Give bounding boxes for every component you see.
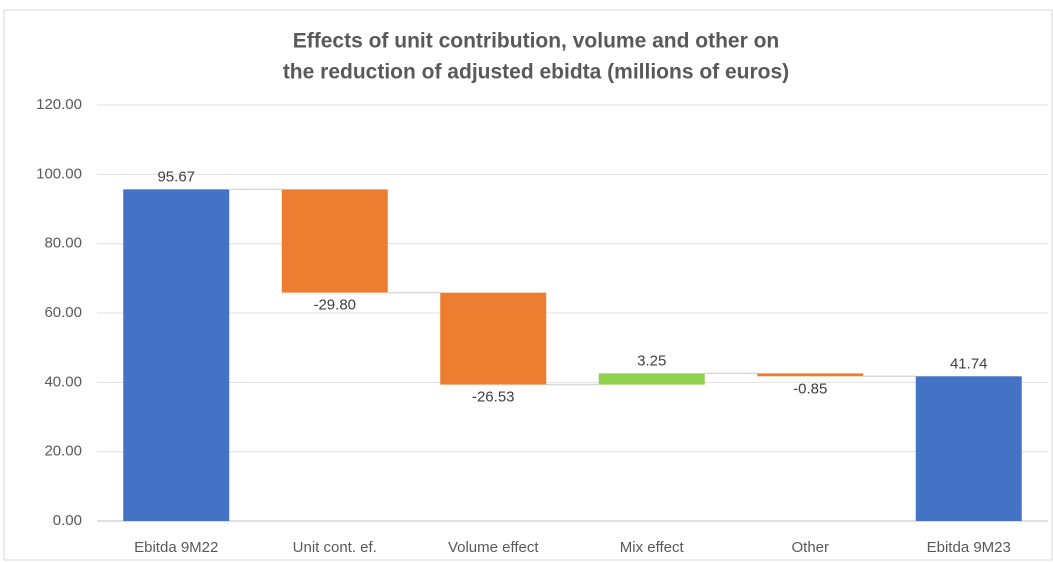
y-tick-label: 0.00 [53, 512, 82, 529]
x-tick-label: Unit cont. ef. [293, 539, 377, 556]
bar [440, 292, 547, 385]
bar [123, 189, 230, 521]
y-tick-label: 40.00 [44, 373, 82, 390]
y-tick-label: 100.00 [36, 165, 82, 182]
data-label: -0.85 [793, 380, 827, 397]
bar [281, 189, 388, 293]
data-label: 95.67 [157, 168, 195, 185]
chart-title: the reduction of adjusted ebidta (millio… [283, 61, 789, 84]
data-label: -26.53 [472, 389, 515, 406]
x-tick-label: Mix effect [620, 539, 685, 556]
x-tick-label: Ebitda 9M23 [927, 539, 1011, 556]
x-tick-label: Volume effect [448, 539, 539, 556]
x-tick-label: Other [791, 539, 829, 556]
data-label: 41.74 [950, 355, 988, 372]
y-tick-label: 120.00 [36, 96, 82, 113]
bar [915, 376, 1022, 521]
x-tick-label: Ebitda 9M22 [134, 539, 218, 556]
bar [598, 373, 705, 385]
y-tick-label: 20.00 [44, 443, 82, 460]
y-tick-label: 80.00 [44, 235, 82, 252]
chart-title: Effects of unit contribution, volume and… [293, 30, 780, 53]
data-label: -29.80 [313, 297, 356, 314]
bar [757, 373, 864, 377]
y-tick-label: 60.00 [44, 304, 82, 321]
data-label: 3.25 [637, 352, 666, 369]
